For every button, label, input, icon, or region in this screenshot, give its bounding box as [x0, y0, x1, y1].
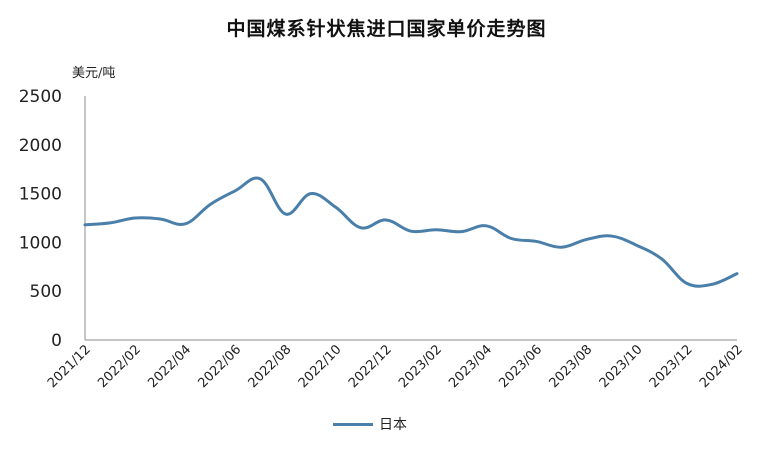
x-tick-label: 2023/12 — [647, 342, 696, 391]
y-tick-label: 0 — [51, 331, 62, 351]
legend: 日本 — [333, 414, 407, 434]
y-tick-label: 1500 — [19, 185, 62, 205]
x-tick-labels: 2021/12 2022/02 2022/04 2022/06 2022/08 2022/… — [45, 342, 746, 391]
x-tick-label: 2023/04 — [446, 342, 495, 391]
y-tick-label: 1000 — [19, 233, 62, 253]
x-tick-label: 2023/08 — [547, 342, 596, 391]
series-lines — [83, 176, 739, 288]
x-tick-label: 2022/10 — [296, 342, 345, 391]
x-tick-label: 2022/04 — [145, 342, 194, 391]
x-tick-label: 2023/06 — [496, 342, 545, 391]
x-tick-label: 2022/12 — [346, 342, 395, 391]
y-tick-label: 2000 — [19, 136, 62, 156]
series-line-日本 — [83, 176, 739, 288]
x-tick-label: 2022/02 — [95, 342, 144, 391]
x-tick-label: 2023/10 — [597, 342, 646, 391]
x-tick-label: 2024/02 — [697, 342, 746, 391]
axes — [84, 96, 737, 341]
y-unit-label: 美元/吨 — [72, 66, 116, 81]
y-tick-label: 2500 — [19, 87, 62, 107]
legend-label: 日本 — [379, 417, 407, 433]
legend-swatch — [333, 422, 373, 426]
x-tick-label: 2023/02 — [396, 342, 445, 391]
chart-title: 中国煤系针状焦进口国家单价走势图 — [226, 18, 547, 40]
x-tick-label: 2022/06 — [195, 342, 244, 391]
y-tick-label: 500 — [30, 282, 62, 302]
x-tick-label: 2022/08 — [246, 342, 295, 391]
y-tick-labels: 0 500 1000 1500 2000 2500 — [19, 87, 62, 351]
